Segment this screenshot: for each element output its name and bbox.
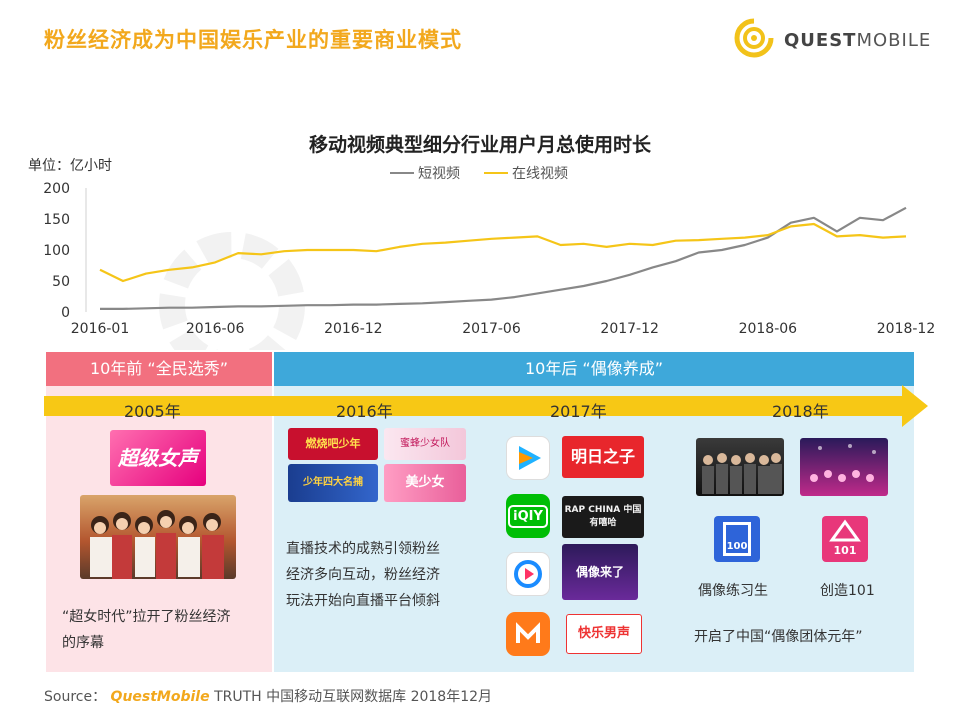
x-tick-label: 2018-12 <box>877 321 936 337</box>
x-tick-label: 2016-12 <box>324 321 383 337</box>
page-title: 粉丝经济成为中国娱乐产业的重要商业模式 <box>44 28 462 52</box>
idol-producer-logo: 100 <box>714 516 760 562</box>
questmobile-logo <box>734 18 774 58</box>
caption-idol-producer: 偶像练习生 <box>698 583 768 599</box>
iqiyi-app-icon: iQIY <box>506 494 550 538</box>
series-line-short-video <box>100 206 907 310</box>
y-tick-label: 100 <box>43 243 70 259</box>
y-tick-label: 200 <box>43 181 70 197</box>
produce-101-stage-photo <box>800 438 888 496</box>
show-tile-rap-of-china: RAP CHINA 中国有嘻哈 <box>562 496 644 538</box>
era-after-banner: 10年后 “偶像养成” <box>274 352 914 386</box>
desc-2005: “超女时代”拉开了粉丝经济 的序幕 <box>62 609 231 651</box>
legend-label-online-video: 在线视频 <box>512 166 568 182</box>
x-tick-label: 2017-12 <box>600 321 659 337</box>
show-tile-idol-producer: 偶像来了 <box>562 544 638 600</box>
year-2018: 2018年 <box>772 402 829 421</box>
idol-producer-group-photo <box>696 438 784 496</box>
year-2005: 2005年 <box>124 402 181 421</box>
legend-label-short-video: 短视频 <box>418 166 460 182</box>
timeline-arrow <box>44 385 928 427</box>
produce-101-logo: 101 <box>822 516 868 562</box>
caption-produce-101: 创造101 <box>820 583 875 599</box>
chart-title: 移动视频典型细分行业用户月总使用时长 <box>308 134 651 156</box>
super-girl-logo: 超级女声 <box>110 430 206 486</box>
source-footer: Source： QuestMobile TRUTH 中国移动互联网数据库 201… <box>44 689 493 705</box>
brand-name: QUESTMOBILE <box>784 30 932 51</box>
show-tile-happy-boys: 快乐男声 <box>566 614 642 654</box>
year-2017: 2017年 <box>550 402 607 421</box>
x-tick-label: 2016-06 <box>186 321 245 337</box>
mango-tv-app-icon <box>506 612 550 656</box>
x-tick-label: 2018-06 <box>739 321 798 337</box>
y-tick-label: 150 <box>43 212 70 228</box>
chart-legend: 短视频 在线视频 <box>390 166 568 182</box>
show-tile-girl-group: 蜜蜂少女队 <box>384 428 466 460</box>
year-2016: 2016年 <box>336 402 393 421</box>
youku-app-icon <box>506 552 550 596</box>
line-chart: 短视频 在线视频 0 50 100 150 200 2016-01 2016-06 2016… <box>43 166 936 350</box>
show-tile-tomorrow-son: 明日之子 <box>562 436 644 478</box>
desc-2016: 直播技术的成熟引领粉丝 经济多向互动，粉丝经济 玩法开始向直播平台倾斜 <box>286 541 440 609</box>
y-tick-label: 50 <box>52 274 70 290</box>
y-tick-label: 0 <box>61 305 70 321</box>
super-girl-group-photo <box>80 495 236 579</box>
unit-label: 单位：亿小时 <box>28 158 112 174</box>
show-tile-burning-youth: 燃烧吧少年 <box>288 428 378 460</box>
x-tick-label: 2016-01 <box>71 321 130 337</box>
series-line-online-video <box>99 222 907 283</box>
show-tile-youth-detectives: 少年四大名捕 <box>288 464 378 502</box>
tencent-video-app-icon <box>506 436 550 480</box>
show-tile-pretty-girls: 美少女 <box>384 464 466 502</box>
x-tick-label: 2017-06 <box>462 321 521 337</box>
era-before-banner: 10年前 “全民选秀” <box>46 352 272 386</box>
desc-2018: 开启了中国“偶像团体元年” <box>694 629 863 645</box>
